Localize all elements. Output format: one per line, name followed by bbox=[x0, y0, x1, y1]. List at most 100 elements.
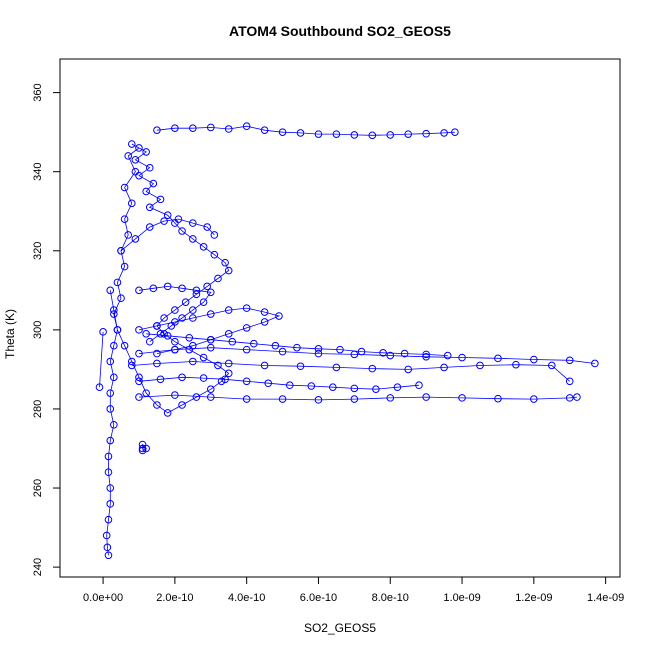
data-point bbox=[591, 359, 599, 368]
data-point bbox=[135, 144, 143, 152]
data-point bbox=[106, 405, 115, 413]
data-point bbox=[149, 284, 158, 293]
data-point bbox=[135, 377, 143, 386]
data-point bbox=[278, 395, 287, 403]
data-point bbox=[329, 383, 337, 391]
data-point bbox=[386, 394, 395, 402]
data-point bbox=[350, 131, 359, 139]
data-point bbox=[260, 308, 269, 316]
x-tick-label: 1.2e-09 bbox=[515, 592, 552, 604]
series-trace bbox=[138, 376, 420, 390]
data-point bbox=[156, 375, 165, 384]
data-point bbox=[206, 385, 215, 393]
data-point bbox=[189, 314, 197, 322]
plot-frame bbox=[59, 58, 621, 578]
data-point bbox=[135, 349, 143, 358]
data-point bbox=[332, 363, 341, 372]
data-point bbox=[278, 128, 287, 136]
data-point bbox=[171, 391, 179, 399]
x-tick-label: 1.0e-09 bbox=[443, 592, 480, 604]
data-point bbox=[296, 129, 305, 137]
data-point bbox=[145, 163, 154, 172]
data-point bbox=[189, 341, 197, 350]
data-point bbox=[99, 328, 107, 336]
data-point bbox=[153, 126, 161, 134]
data-point bbox=[171, 306, 179, 314]
data-point bbox=[224, 125, 233, 133]
x-tick-label: 8.0e-10 bbox=[372, 592, 409, 604]
data-point bbox=[379, 348, 387, 357]
data-point bbox=[199, 243, 208, 251]
plot-area bbox=[95, 122, 599, 560]
data-point bbox=[163, 409, 172, 417]
data-point bbox=[278, 347, 287, 356]
data-point bbox=[178, 401, 186, 409]
data-point bbox=[440, 363, 448, 372]
data-point bbox=[422, 393, 430, 401]
data-point bbox=[206, 310, 215, 318]
data-point bbox=[106, 357, 115, 366]
data-point bbox=[422, 350, 430, 359]
data-point bbox=[110, 306, 118, 314]
data-point bbox=[314, 396, 323, 404]
data-point bbox=[224, 266, 233, 275]
data-point bbox=[199, 353, 208, 362]
data-point bbox=[142, 444, 150, 453]
data-point bbox=[160, 217, 168, 225]
data-point bbox=[573, 393, 581, 401]
data-point bbox=[242, 324, 251, 332]
data-point bbox=[228, 337, 237, 346]
data-point bbox=[275, 312, 283, 320]
data-point bbox=[386, 131, 395, 139]
data-point bbox=[113, 326, 122, 334]
data-point bbox=[145, 203, 154, 212]
data-point bbox=[224, 330, 233, 338]
y-tick-label: 320 bbox=[32, 242, 44, 260]
data-point bbox=[153, 359, 161, 368]
data-point bbox=[120, 262, 129, 271]
data-point bbox=[178, 284, 186, 293]
data-point bbox=[203, 223, 211, 231]
series-trace bbox=[156, 125, 455, 136]
data-point bbox=[264, 379, 273, 388]
data-point bbox=[104, 452, 113, 461]
series-trace bbox=[106, 143, 230, 556]
data-point bbox=[131, 156, 140, 164]
data-point bbox=[199, 298, 208, 306]
data-point bbox=[131, 235, 140, 243]
series-trace bbox=[99, 331, 104, 388]
data-point bbox=[350, 384, 359, 393]
data-point bbox=[221, 258, 229, 267]
data-point bbox=[192, 393, 201, 401]
data-point bbox=[160, 314, 168, 322]
data-point bbox=[185, 333, 194, 342]
y-tick-label: 360 bbox=[32, 83, 44, 101]
data-point bbox=[156, 330, 165, 338]
data-point bbox=[124, 152, 133, 160]
data-point bbox=[189, 235, 197, 243]
data-point bbox=[192, 290, 201, 299]
data-point bbox=[214, 274, 222, 283]
data-point bbox=[547, 361, 556, 370]
data-point bbox=[138, 446, 147, 455]
x-axis: 0.0e+00 2.0e-10 4.0e-10 6.0e-10 8.0e-10 1.0e-… bbox=[83, 576, 624, 604]
data-point bbox=[135, 171, 143, 180]
data-point bbox=[117, 246, 125, 255]
x-tick-label: 2.0e-10 bbox=[156, 592, 193, 604]
data-point bbox=[422, 129, 430, 138]
data-point bbox=[285, 381, 294, 390]
data-point bbox=[314, 345, 323, 353]
data-point bbox=[163, 211, 172, 219]
data-point bbox=[440, 129, 448, 137]
data-point bbox=[494, 354, 502, 363]
data-point bbox=[494, 394, 502, 403]
data-point bbox=[260, 361, 269, 370]
y-tick-label: 280 bbox=[32, 400, 44, 418]
data-point bbox=[149, 179, 158, 188]
data-point bbox=[110, 341, 118, 350]
data-point bbox=[104, 515, 113, 524]
data-point bbox=[138, 444, 147, 453]
data-point bbox=[224, 369, 233, 378]
data-point bbox=[332, 130, 341, 138]
data-point bbox=[102, 531, 111, 540]
